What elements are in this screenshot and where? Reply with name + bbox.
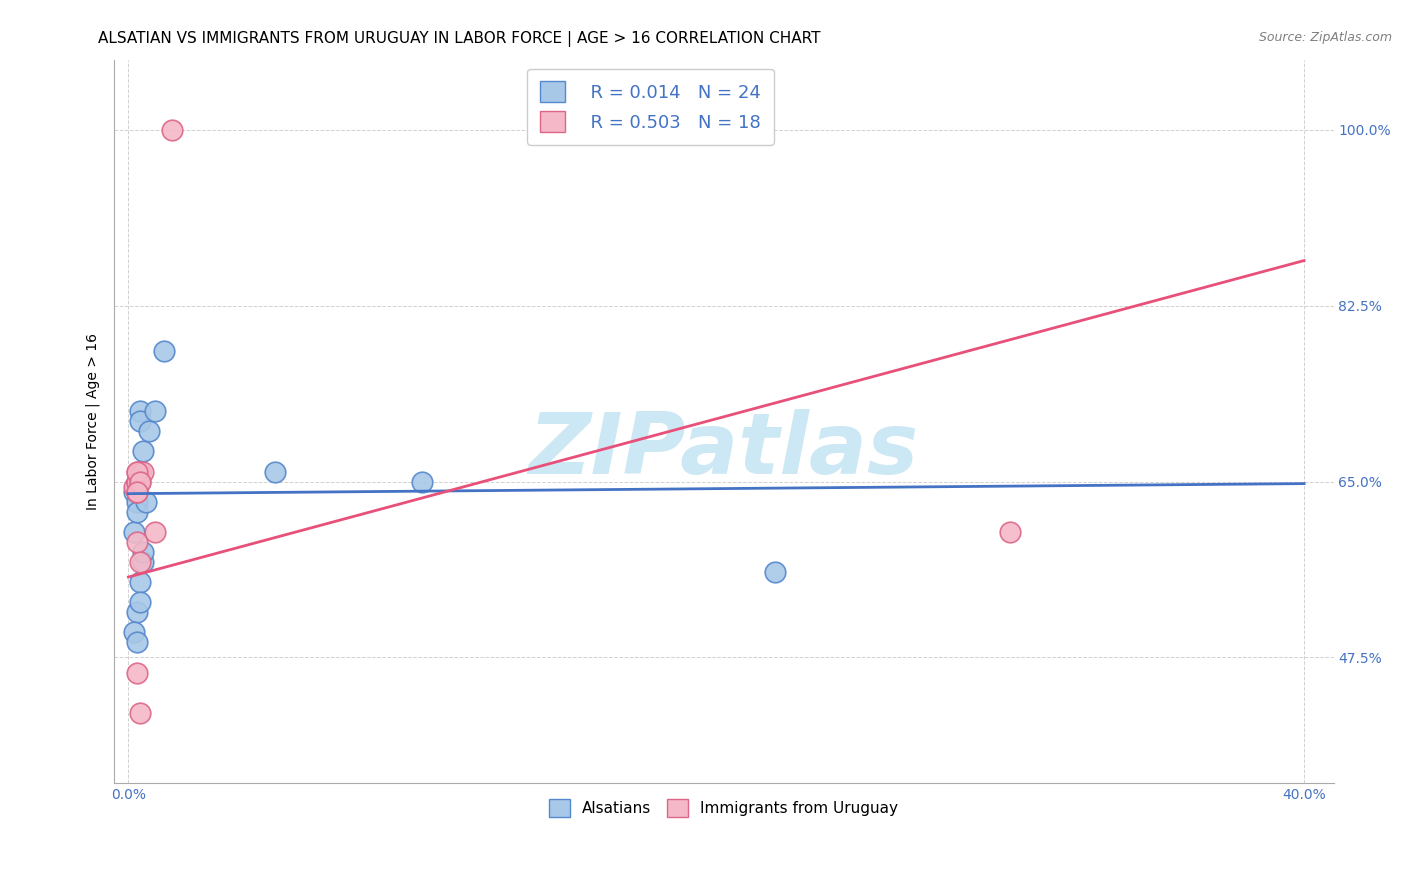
Legend: Alsatians, Immigrants from Uruguay: Alsatians, Immigrants from Uruguay (540, 790, 908, 826)
Point (411, 475, 433, 489)
Point (127, 465, 149, 479)
Y-axis label: In Labor Force | Age > 16: In Labor Force | Age > 16 (86, 333, 100, 510)
Point (132, 545, 155, 559)
Point (998, 524, 1021, 539)
Point (143, 524, 166, 539)
Point (129, 414, 152, 428)
Text: ALSATIAN VS IMMIGRANTS FROM URUGUAY IN LABOR FORCE | AGE > 16 CORRELATION CHART: ALSATIAN VS IMMIGRANTS FROM URUGUAY IN L… (98, 31, 821, 47)
Point (127, 635, 149, 649)
Point (129, 475, 152, 489)
Point (129, 575, 152, 590)
Point (127, 475, 149, 489)
Point (122, 480, 145, 494)
Point (127, 475, 149, 489)
Point (127, 535, 149, 549)
Point (129, 475, 152, 489)
Point (122, 524, 145, 539)
Point (127, 505, 149, 519)
Point (129, 706, 152, 720)
Point (138, 425, 160, 439)
Point (127, 484, 149, 499)
Point (127, 494, 149, 508)
Point (129, 595, 152, 609)
Point (264, 465, 287, 479)
Point (129, 465, 152, 479)
Point (763, 565, 786, 579)
Point (132, 555, 155, 569)
Point (127, 605, 149, 619)
Point (127, 484, 149, 499)
Point (127, 475, 149, 489)
Point (127, 465, 149, 479)
Point (122, 625, 145, 640)
Point (132, 465, 155, 479)
Point (129, 404, 152, 418)
Point (122, 484, 145, 499)
Point (132, 444, 155, 458)
Point (127, 665, 149, 680)
Point (129, 555, 152, 569)
Point (129, 465, 152, 479)
Text: ZIPatlas: ZIPatlas (529, 409, 918, 491)
Point (135, 494, 157, 508)
Text: Source: ZipAtlas.com: Source: ZipAtlas.com (1258, 31, 1392, 45)
Point (143, 404, 166, 418)
Point (152, 343, 174, 358)
Point (127, 484, 149, 499)
Point (162, 123, 184, 137)
